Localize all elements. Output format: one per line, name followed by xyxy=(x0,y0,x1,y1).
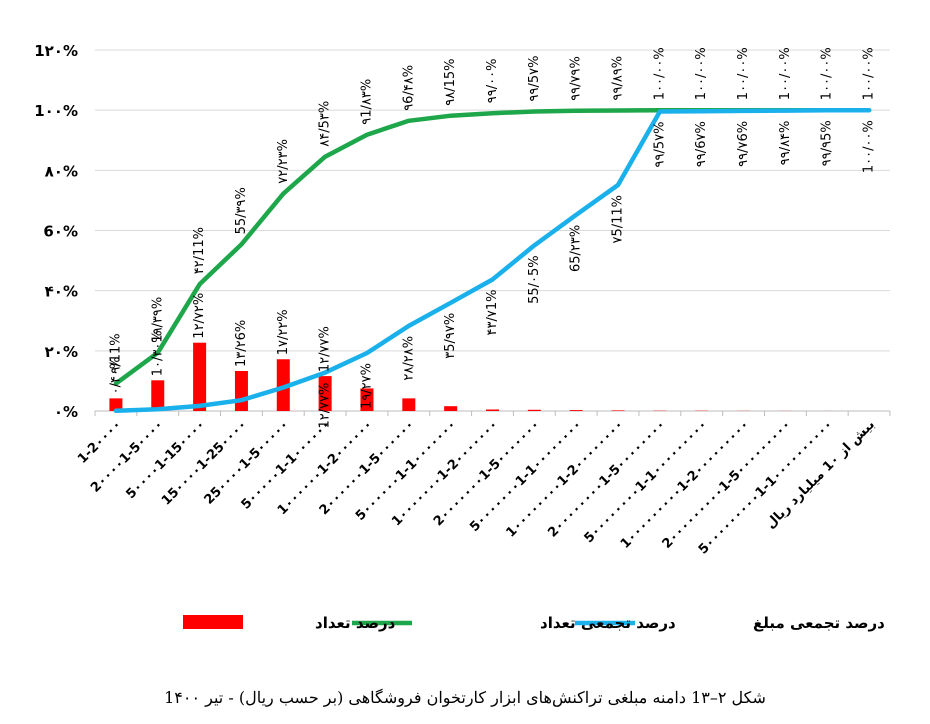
bar xyxy=(611,410,625,411)
gridlines xyxy=(94,49,891,416)
legend: درصد تجمعی مبلغ درصد تجمعی تعداد درصد تعدا… xyxy=(183,614,885,632)
cumulative-amount-label: 1۲/۷۷% xyxy=(318,383,333,429)
bar xyxy=(234,370,248,411)
bar-data-label: ۰/۴۰% xyxy=(108,357,123,395)
bar-data-label: 1۲/۷۲% xyxy=(192,293,207,339)
cumulative-count-label: 1۹/۳۹% xyxy=(150,297,165,343)
cumulative-count-label: 1۰۰/۰۰% xyxy=(820,47,835,100)
cumulative-amount-label: 65/۲۳% xyxy=(569,225,584,272)
cumulative-amount-label: ۷5/11% xyxy=(611,195,626,244)
cumulative-count-label: 1۰۰/۰۰% xyxy=(694,47,709,100)
cumulative-amount-label: ۳5/۹۷% xyxy=(443,313,458,359)
cumulative-count-label: ۹6/۴۸% xyxy=(401,65,416,111)
bar xyxy=(109,398,123,411)
y-tick-label: ۰% xyxy=(54,403,78,421)
line-series xyxy=(113,107,872,414)
cumulative-amount-label: 55/۰5% xyxy=(527,255,542,304)
bar xyxy=(569,410,583,411)
y-tick-label: 1۲۰% xyxy=(34,42,78,60)
cumulative-count-label: ۹۹/۰۰% xyxy=(485,59,500,104)
y-tick-label: 1۰۰% xyxy=(34,102,78,120)
bar xyxy=(318,376,332,411)
cumulative-count-label: 1۰۰/۰۰% xyxy=(652,47,667,100)
cumulative-amount-label: 1۰۰/۰۰% xyxy=(862,120,877,173)
cumulative-amount-label: ۹۹/۸۴% xyxy=(778,121,793,166)
figure-caption: شکل ۲–1۳ دامنه مبلغی تراکنش‌های ابزار کا… xyxy=(164,688,766,707)
y-axis-ticks: ۰% ۲۰% ۴۰% 6۰% ۸۰% 1۰۰% 1۲۰% xyxy=(34,42,78,421)
legend-swatch-count xyxy=(183,615,243,629)
cumulative-count-label: ۸۴/5۳% xyxy=(318,101,333,147)
cumulative-count-label: ۴۲/11% xyxy=(192,227,207,274)
bar xyxy=(527,409,541,411)
cumulative-count-label: 1۰۰/۰۰% xyxy=(778,47,793,100)
cumulative-count-label: 55/۳۹% xyxy=(234,187,249,234)
cumulative-count-label: ۹۹/5۷% xyxy=(527,56,542,102)
series-line-cumulative-count xyxy=(113,107,872,386)
bar-data-label: 1۰/۳۰% xyxy=(150,330,165,376)
cumulative-count-label: 1۰۰/۰۰% xyxy=(736,47,751,100)
data-labels: ۰/۴۰% 1۰/۳۰% 1۲/۷۲% 1۳/۲6% 1۷/۲۲% 1۲/۷۷% ۹/11%… xyxy=(108,47,876,428)
bar-data-label: 1۷/۲۲% xyxy=(276,309,291,355)
bar-series xyxy=(109,342,834,411)
y-tick-label: ۲۰% xyxy=(45,343,78,361)
cumulative-amount-label: ۹۹/5۷% xyxy=(652,122,667,168)
x-axis-ticks: 1-2۰۰۰۰2۰۰۰۰1-5۰۰۰۰5۰۰۰۰1-15۰۰۰۰15۰۰۰۰1-… xyxy=(75,417,878,557)
cumulative-amount-label: ۹۹/۷6% xyxy=(736,121,751,167)
cumulative-count-label: ۹۹/۷۹% xyxy=(569,56,584,101)
series-line-cumulative-amount xyxy=(113,107,872,414)
cumulative-amount-label: ۴۳/۷1% xyxy=(485,290,500,336)
bar xyxy=(444,406,458,411)
cumulative-count-label: ۹1/۸۳% xyxy=(360,79,375,125)
x-tick-label: 5۰۰۰۰1-15۰۰۰۰ xyxy=(124,417,209,502)
cumulative-count-label: ۹۹/۸۹% xyxy=(611,56,626,101)
cumulative-amount-label: ۹۹/۹5% xyxy=(820,120,835,166)
bar xyxy=(360,388,374,411)
legend-label: درصد تجمعی مبلغ xyxy=(753,614,885,632)
cumulative-count-label: ۹/11% xyxy=(108,333,123,373)
bar xyxy=(402,398,416,411)
legend-label: درصد تجمعی تعداد xyxy=(540,614,676,632)
cumulative-count-label: ۹۸/15% xyxy=(443,58,458,105)
bar-data-label: 1۲/۷۷% xyxy=(318,326,333,372)
x-tick-label: 2۰۰۰۰1-5۰۰۰۰ xyxy=(88,417,166,495)
bar xyxy=(193,342,207,411)
cumulative-count-label: 1۰۰/۰۰% xyxy=(862,47,877,100)
cumulative-count-label: ۷۲/۲۳% xyxy=(276,139,291,184)
legend-label: درصد تعداد xyxy=(315,614,396,632)
cumulative-amount-label: 1۹/۲۷% xyxy=(360,363,375,409)
y-tick-label: ۴۰% xyxy=(45,283,78,301)
cumulative-amount-label: ۹۹/6۷% xyxy=(694,121,709,167)
y-tick-label: ۸۰% xyxy=(45,162,78,180)
cumulative-amount-label: ۲۸/۲۸% xyxy=(401,336,416,381)
bar-data-label: 1۳/۲6% xyxy=(234,320,249,367)
bar xyxy=(486,409,499,411)
y-tick-label: 6۰% xyxy=(43,223,78,241)
bar xyxy=(151,380,165,411)
